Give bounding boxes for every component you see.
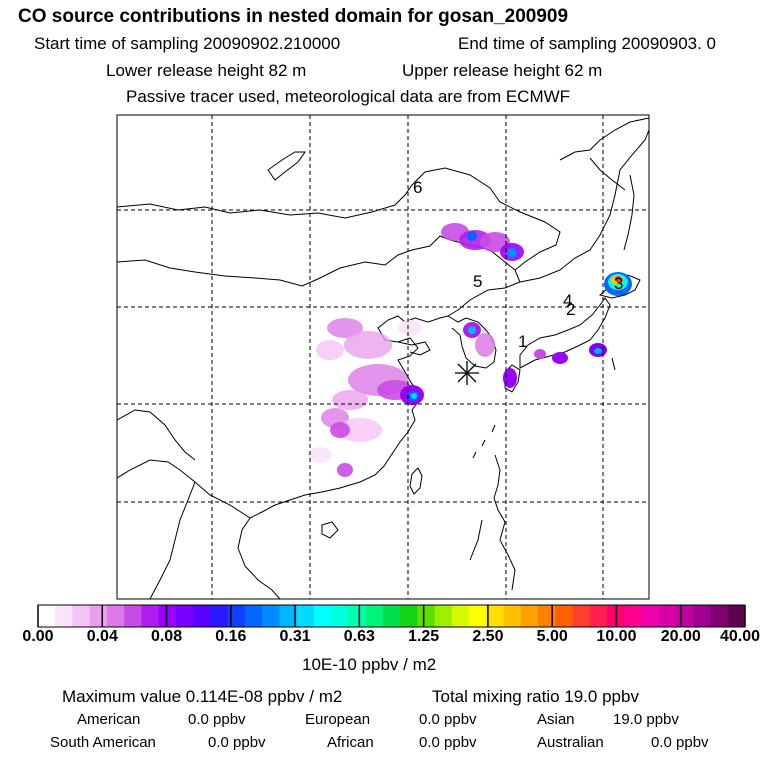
colorbar-tick-label: 40.00 — [719, 628, 761, 645]
marker-label: 2 — [566, 300, 575, 319]
colorbar-swatch — [624, 605, 643, 627]
colorbar-swatch — [210, 605, 229, 627]
colorbar-swatch — [538, 605, 556, 627]
colorbar-swatch — [72, 605, 91, 627]
colorbar-swatch — [313, 605, 332, 627]
region-value: 0.0 ppbv — [208, 734, 266, 751]
colorbar-swatch — [400, 605, 418, 627]
colorbar-tick-label: 5.00 — [536, 628, 568, 645]
colorbar-swatch — [503, 605, 522, 627]
colorbar-tick-label: 0.63 — [343, 628, 375, 645]
colorbar-swatch — [244, 605, 263, 627]
colorbar-tick-label: 0.31 — [279, 628, 311, 645]
region-value: 0.0 ppbv — [651, 734, 709, 751]
colorbar-swatch — [417, 605, 436, 627]
maximum-value-label: Maximum value 0.114E-08 ppbv / m2 — [62, 687, 343, 706]
colorbar-tick-label: 1.25 — [408, 628, 440, 645]
colorbar-swatch — [469, 605, 487, 627]
colorbar-tick-label: 0.04 — [86, 628, 118, 645]
end-time-label: End time of sampling 20090903. 0 — [458, 34, 717, 53]
colorbar-swatch — [227, 605, 246, 627]
marker-label: 4 — [563, 291, 572, 310]
region-name: Asian — [537, 711, 575, 728]
colorbar-tick-label: 20.00 — [660, 628, 701, 645]
colorbar-swatch — [727, 605, 746, 627]
region-name: European — [305, 711, 371, 728]
colorbar-swatch — [38, 605, 56, 627]
marker-label: 5 — [473, 272, 482, 291]
region-name: American — [77, 711, 141, 728]
region-value: 0.0 ppbv — [419, 711, 477, 728]
colorbar-unit: 10E-10 ppbv / m2 — [302, 655, 437, 674]
colorbar-swatch — [641, 605, 660, 627]
coastlines-borders — [117, 117, 649, 599]
colorbar-tick-label: 0.08 — [150, 628, 183, 645]
colorbar-swatch — [451, 605, 470, 627]
colorbar-tick-label: 0.00 — [22, 628, 54, 645]
region-name: Australian — [537, 734, 604, 751]
tracer-info-label: Passive tracer used, meteorological data… — [126, 87, 571, 106]
colorbar-swatch — [365, 605, 384, 627]
region-name: African — [327, 734, 374, 751]
lat-lon-grid — [117, 115, 649, 599]
colorbar-swatch — [193, 605, 211, 627]
start-time-label: Start time of sampling 20090902.210000 — [34, 34, 341, 53]
upper-release-height-label: Upper release height 62 m — [402, 61, 603, 80]
region-value: 0.0 ppbv — [419, 734, 477, 751]
marker-label: 6 — [413, 178, 422, 197]
colorbar-swatch — [296, 605, 315, 627]
colorbar-swatch — [693, 605, 712, 627]
region-name: South American — [50, 734, 156, 751]
colorbar-swatch — [141, 605, 160, 627]
colorbar-swatch — [89, 605, 108, 627]
colorbar — [37, 604, 746, 628]
total-mixing-ratio-label: Total mixing ratio 19.0 ppbv — [432, 687, 639, 706]
colorbar-tick-label: 0.16 — [215, 628, 247, 645]
region-value: 19.0 ppbv — [613, 711, 679, 728]
map-frame — [116, 114, 650, 600]
colorbar-tick-label: 2.50 — [472, 628, 504, 645]
colorbar-swatch — [589, 605, 608, 627]
receptor-star-icon — [455, 361, 479, 385]
colorbar-swatch — [158, 605, 177, 627]
colorbar-swatch — [520, 605, 539, 627]
colorbar-swatch — [124, 605, 142, 627]
colorbar-swatch — [555, 605, 574, 627]
lower-release-height-label: Lower release height 82 m — [106, 61, 307, 80]
colorbar-swatch — [434, 605, 453, 627]
colorbar-swatch — [348, 605, 367, 627]
region-value: 0.0 ppbv — [188, 711, 246, 728]
colorbar-swatch — [55, 605, 73, 627]
colorbar-swatch — [262, 605, 280, 627]
marker-label: 1 — [518, 332, 527, 351]
marker-label: 3 — [614, 274, 623, 293]
colorbar-swatch — [710, 605, 729, 627]
colorbar-swatch — [279, 605, 298, 627]
colorbar-swatch — [106, 605, 125, 627]
colorbar-swatch — [331, 605, 349, 627]
colorbar-swatch — [572, 605, 591, 627]
colorbar-swatch — [175, 605, 194, 627]
emission-plumes — [308, 223, 632, 477]
colorbar-tick-label: 10.00 — [596, 628, 637, 645]
colorbar-swatch — [658, 605, 677, 627]
colorbar-swatch — [486, 605, 505, 627]
colorbar-swatch — [676, 605, 694, 627]
colorbar-swatch — [382, 605, 401, 627]
map-title: CO source contributions in nested domain… — [18, 6, 569, 27]
